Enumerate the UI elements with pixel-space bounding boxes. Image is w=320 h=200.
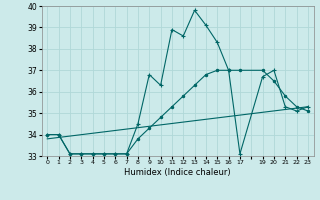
X-axis label: Humidex (Indice chaleur): Humidex (Indice chaleur)	[124, 168, 231, 177]
